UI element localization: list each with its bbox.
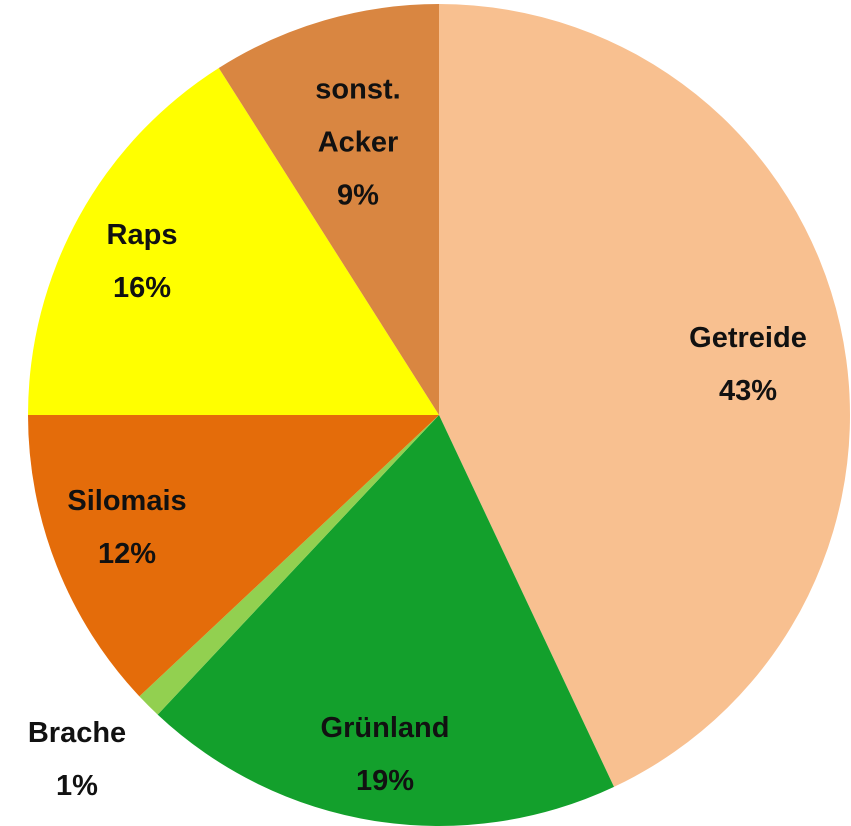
value-label: 12% xyxy=(97,538,157,570)
slice-label: Grünland 19% xyxy=(321,702,450,808)
category-label: Raps xyxy=(106,219,178,251)
value-label: 43% xyxy=(718,375,778,407)
pie-slice xyxy=(28,415,439,697)
category-label: Grünland xyxy=(320,712,450,744)
slice-label: Brache 1% xyxy=(28,707,126,813)
value-label: 16% xyxy=(112,272,172,304)
category-label: Silomais xyxy=(67,485,187,517)
pie-slice xyxy=(28,67,439,415)
pie-slice xyxy=(157,415,614,826)
slice-label: Getreide 43% xyxy=(689,312,807,418)
pie-slice xyxy=(139,415,439,715)
category-label: Getreide xyxy=(689,322,807,354)
value-label: 19% xyxy=(355,765,415,797)
value-label: 1% xyxy=(56,770,98,802)
slice-label: Raps 16% xyxy=(107,209,178,315)
value-label: 9% xyxy=(337,179,379,212)
category-label: sonst. Acker xyxy=(315,73,401,159)
pie-slice xyxy=(439,4,850,787)
category-label: Brache xyxy=(27,717,127,749)
pie-slice xyxy=(218,4,439,415)
slice-label: Silomais 12% xyxy=(67,475,186,581)
slice-label: sonst. Acker 9% xyxy=(303,64,413,223)
